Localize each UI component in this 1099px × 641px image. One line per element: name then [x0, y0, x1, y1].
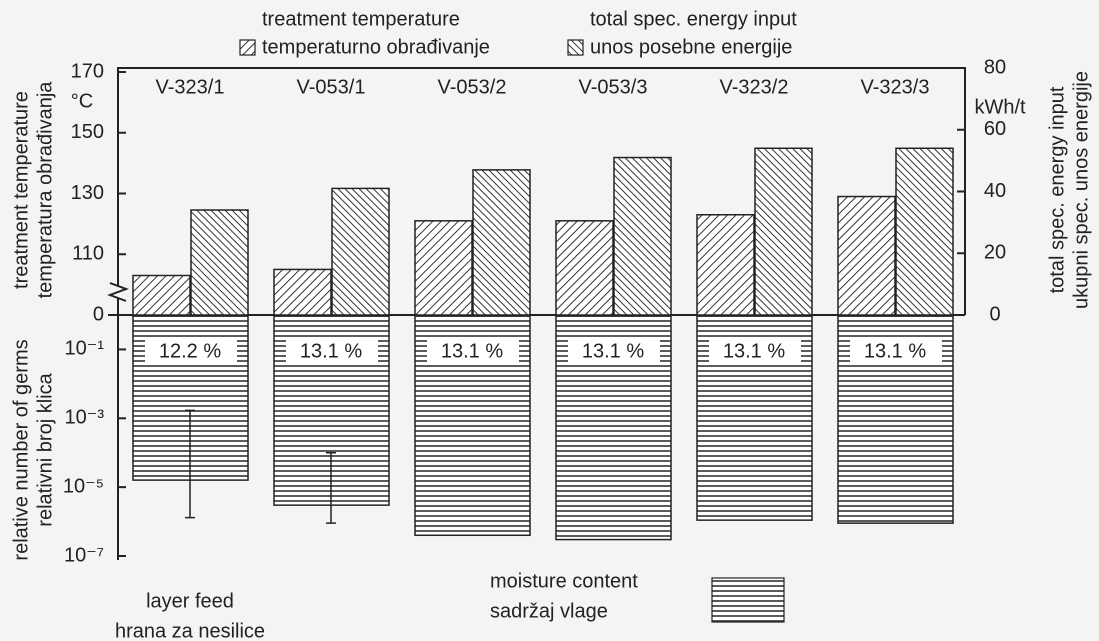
- y-tick-label: 0: [93, 303, 104, 325]
- label-box: [145, 338, 237, 364]
- y2-tick-label: 60: [984, 118, 1006, 140]
- category-label: V-323/3: [861, 76, 930, 98]
- y-axis-title: relativni broj klica: [34, 372, 56, 526]
- moisture-label: 13.1 %: [582, 340, 644, 362]
- moisture-label: 13.1 %: [300, 340, 362, 362]
- y-axis-title: treatment temperature: [10, 91, 32, 289]
- moisture-label: 13.1 %: [723, 340, 785, 362]
- y-tick-label: 10⁻¹: [65, 338, 105, 360]
- y2-tick-label: 0: [989, 303, 1000, 325]
- y2-axis-title: total spec. energy input: [1046, 86, 1068, 293]
- footer-label: layer feed: [146, 590, 234, 612]
- legend-label: treatment temperature: [262, 8, 460, 30]
- label-box: [427, 338, 519, 364]
- y2-tick-label: 20: [984, 242, 1006, 264]
- bar: [555, 220, 614, 316]
- category-label: V-053/3: [579, 76, 648, 98]
- legend-swatch: [239, 39, 256, 56]
- y-tick-label: 10⁻⁵: [63, 475, 104, 497]
- y-axis-title: relative number of germs: [10, 339, 32, 560]
- y2-tick-label: 80: [984, 56, 1006, 78]
- bar: [895, 147, 954, 316]
- moisture-label: 12.2 %: [159, 340, 221, 362]
- category-label: V-053/2: [438, 76, 507, 98]
- legend-label: unos posebne energije: [590, 36, 792, 58]
- y-axis-title: temperatura obrađivanja: [34, 81, 56, 299]
- legend-label: total spec. energy input: [590, 8, 797, 30]
- bar: [132, 274, 191, 316]
- y-tick-label: 170: [71, 60, 104, 82]
- y2-axis-title: ukupni spec. unos energije: [1070, 71, 1092, 309]
- axis-break: [107, 282, 129, 302]
- legend-label: temperaturno obrađivanje: [262, 36, 490, 58]
- legend-swatch: [711, 577, 785, 623]
- bar: [331, 187, 390, 316]
- label-box: [850, 338, 942, 364]
- legend-label: sadržaj vlage: [490, 600, 608, 622]
- category-label: V-323/2: [720, 76, 789, 98]
- y2-tick-label: 40: [984, 180, 1006, 202]
- footer-label: hrana za nesilice: [115, 620, 265, 641]
- error-bar: [326, 451, 336, 524]
- y-tick-label: 110: [72, 243, 104, 265]
- moisture-label: 13.1 %: [864, 340, 926, 362]
- bar: [472, 169, 531, 316]
- y-tick-label: 150: [71, 121, 104, 143]
- bar: [190, 209, 249, 316]
- category-label: V-323/1: [156, 76, 225, 98]
- bar: [613, 156, 672, 316]
- label-box: [709, 338, 801, 364]
- y2-unit: kWh/t: [974, 96, 1026, 118]
- label-box: [568, 338, 660, 364]
- moisture-label: 13.1 %: [441, 340, 503, 362]
- y-unit: °C: [71, 90, 93, 112]
- bar: [754, 147, 813, 316]
- bar: [414, 220, 473, 316]
- y-tick-label: 130: [71, 182, 104, 204]
- legend-swatch: [567, 39, 584, 56]
- bar: [696, 214, 755, 316]
- y-tick-label: 10⁻⁷: [64, 544, 104, 566]
- label-box: [286, 338, 378, 364]
- legend-label: moisture content: [490, 570, 638, 592]
- error-bar: [185, 409, 195, 519]
- y-tick-label: 10⁻³: [65, 407, 105, 429]
- category-label: V-053/1: [297, 76, 366, 98]
- bar: [837, 195, 896, 316]
- bar: [273, 268, 332, 316]
